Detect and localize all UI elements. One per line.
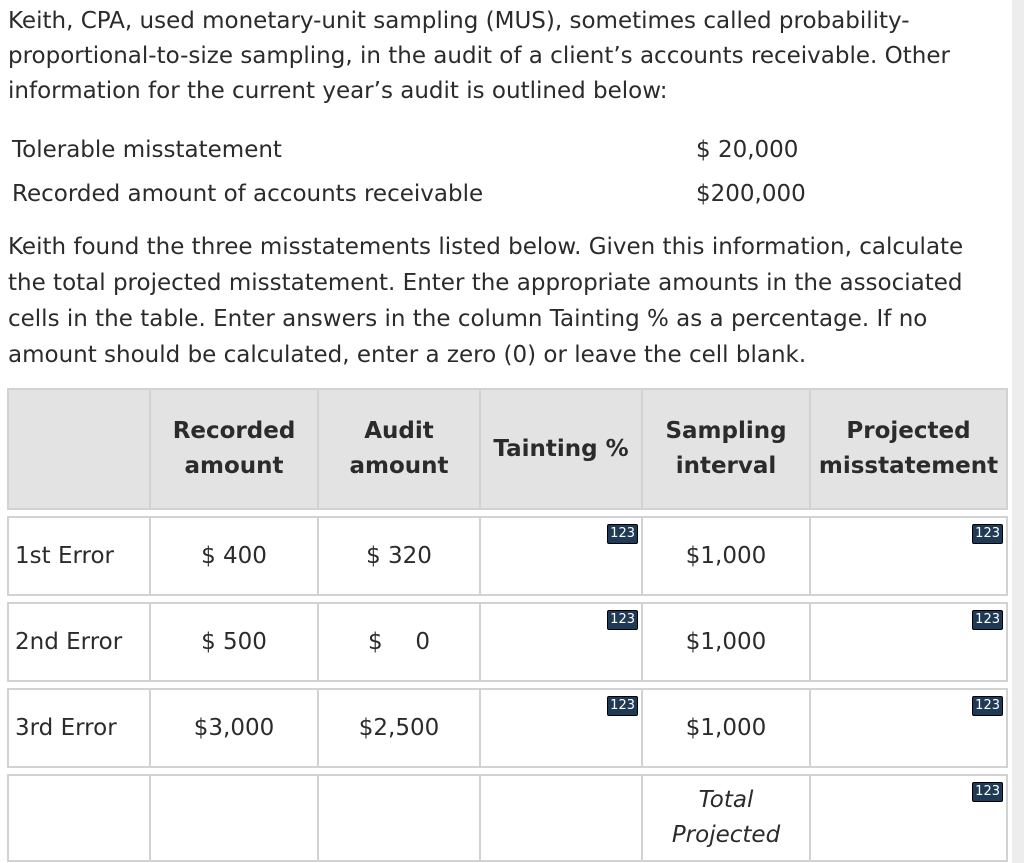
tainting-input-cell[interactable]: 123	[479, 602, 643, 682]
header-tainting: Tainting %	[479, 388, 643, 510]
header-line: Projected	[846, 418, 971, 444]
header-line: Tainting %	[493, 435, 629, 462]
info-row-tolerable: Tolerable misstatement $ 20,000	[10, 128, 810, 172]
header-row: Recorded amount Audit amount Tainting % …	[7, 388, 1008, 510]
header-line: Recorded	[172, 418, 296, 444]
problem-intro: Keith, CPA, used monetary-unit sampling …	[8, 8, 950, 104]
numeric-input-icon: 123	[972, 782, 1003, 802]
info-row-recorded-ar: Recorded amount of accounts receivable $…	[10, 172, 810, 216]
currency-sign: $	[368, 629, 383, 655]
header-line: interval	[675, 453, 777, 479]
audit-amount-cell: $ 320	[317, 516, 481, 596]
audit-amount-cell: $0	[317, 602, 481, 682]
blank-cell	[317, 774, 481, 862]
numeric-input-icon: 123	[972, 524, 1003, 544]
numeric-input-icon: 123	[607, 524, 638, 544]
header-audit-amount: Audit amount	[317, 388, 481, 510]
header-sampling-interval: Sampling interval	[641, 388, 811, 510]
row-spacer	[8, 594, 1007, 604]
blank-cell	[479, 774, 643, 862]
header-projected-misstatement: Projected misstatement	[809, 388, 1008, 510]
tainting-input-cell[interactable]: 123	[479, 688, 643, 768]
header-line: misstatement	[818, 453, 999, 479]
row-spacer	[8, 680, 1007, 690]
numeric-input-icon: 123	[972, 610, 1003, 630]
amount-digits: 0	[415, 629, 430, 655]
row-label: 3rd Error	[7, 688, 151, 768]
header-recorded-amount: Recorded amount	[149, 388, 319, 510]
header-blank	[7, 388, 151, 510]
total-projected-input-cell[interactable]: 123	[809, 774, 1008, 862]
total-projected-label: Total Projected	[641, 774, 811, 862]
numeric-input-icon: 123	[607, 696, 638, 716]
header-line: Sampling	[665, 418, 787, 444]
audit-amount-value: $0	[368, 629, 430, 655]
projected-input-cell[interactable]: 123	[809, 688, 1008, 768]
misstatement-table: Recorded amount Audit amount Tainting % …	[7, 388, 1008, 862]
recorded-amount-cell: $ 400	[149, 516, 319, 596]
header-line: Audit	[364, 418, 434, 444]
row-spacer	[8, 508, 1007, 518]
projected-input-cell[interactable]: 123	[809, 516, 1008, 596]
info-table: Tolerable misstatement $ 20,000 Recorded…	[10, 128, 810, 216]
table-row-total: Total Projected 123	[7, 774, 1008, 862]
numeric-input-icon: 123	[972, 696, 1003, 716]
sampling-interval-cell: $1,000	[641, 602, 811, 682]
numeric-input-icon: 123	[607, 610, 638, 630]
total-label-line: Projected	[671, 822, 781, 848]
tainting-input-cell[interactable]: 123	[479, 516, 643, 596]
audit-amount-cell: $2,500	[317, 688, 481, 768]
projected-input-cell[interactable]: 123	[809, 602, 1008, 682]
instructions-text: Keith found the three misstatements list…	[8, 234, 964, 368]
blank-cell	[7, 774, 151, 862]
row-spacer	[8, 766, 1007, 776]
blank-cell	[149, 774, 319, 862]
header-line: amount	[349, 453, 449, 479]
sampling-interval-cell: $1,000	[641, 516, 811, 596]
table-row-error-2: 2nd Error $ 500 $0 123 $1,000 123	[7, 602, 1008, 682]
row-label: 2nd Error	[7, 602, 151, 682]
total-label-line: Total	[698, 787, 754, 813]
info-label: Recorded amount of accounts receivable	[12, 181, 484, 207]
info-value: $200,000	[696, 181, 806, 207]
info-label: Tolerable misstatement	[12, 137, 282, 163]
recorded-amount-cell: $ 500	[149, 602, 319, 682]
table-row-error-1: 1st Error $ 400 $ 320 123 $1,000 123	[7, 516, 1008, 596]
sampling-interval-cell: $1,000	[641, 688, 811, 768]
table-row-error-3: 3rd Error $3,000 $2,500 123 $1,000 123	[7, 688, 1008, 768]
header-line: amount	[184, 453, 284, 479]
info-value: $ 20,000	[696, 137, 799, 163]
recorded-amount-cell: $3,000	[149, 688, 319, 768]
scrollbar-track[interactable]	[1012, 0, 1024, 863]
row-label: 1st Error	[7, 516, 151, 596]
